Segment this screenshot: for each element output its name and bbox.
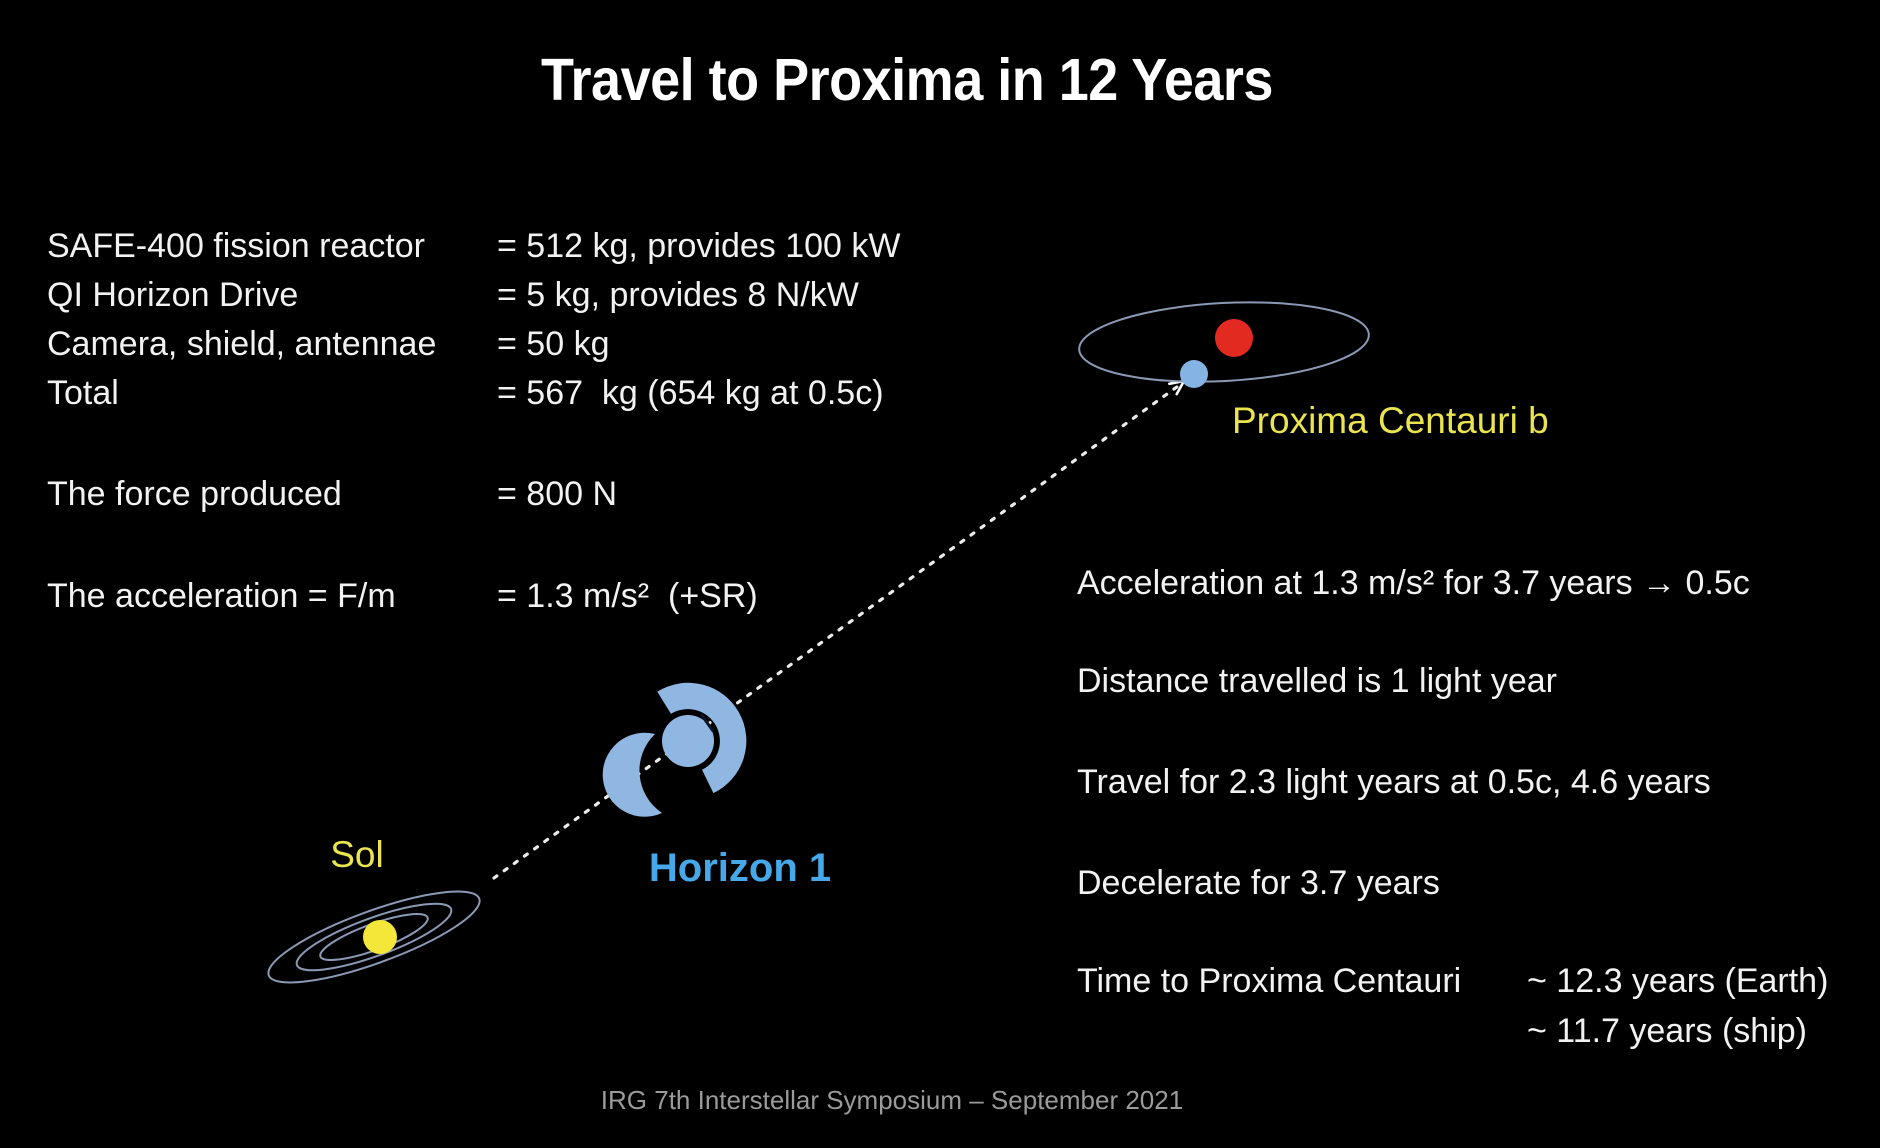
spec-row-force: The force produced = 800 N bbox=[0, 475, 1050, 519]
slide-title: Travel to Proxima in 12 Years bbox=[541, 47, 1273, 114]
spec-label: Total bbox=[47, 374, 119, 412]
horizon-spacecraft-icon bbox=[602, 682, 747, 817]
spec-value: = 800 N bbox=[497, 475, 618, 513]
horizon-ship-label: Horizon 1 bbox=[648, 846, 832, 890]
time-to-proxima-label: Time to Proxima Centauri bbox=[1077, 962, 1462, 1000]
spec-label: QI Horizon Drive bbox=[47, 276, 299, 314]
spec-row-drive: QI Horizon Drive = 5 kg, provides 8 N/kW bbox=[0, 276, 1050, 320]
sol-system-icon bbox=[267, 890, 481, 984]
time-earth-value: ~ 12.3 years (Earth) bbox=[1527, 962, 1829, 1000]
proxima-centauri-b-label: Proxima Centauri b bbox=[1232, 400, 1549, 441]
spec-row-total: Total = 567 kg (654 kg at 0.5c) bbox=[0, 374, 1050, 418]
sol-label: Sol bbox=[330, 834, 384, 875]
spec-label: SAFE-400 fission reactor bbox=[47, 227, 425, 265]
mission-line-decelerate: Decelerate for 3.7 years bbox=[1077, 864, 1440, 902]
spec-row-reactor: SAFE-400 fission reactor = 512 kg, provi… bbox=[0, 227, 1050, 271]
mission-line-distance: Distance travelled is 1 light year bbox=[1077, 662, 1558, 700]
sol-orbit-middle bbox=[295, 902, 453, 972]
proxima-system-icon bbox=[1078, 301, 1370, 388]
spec-label: The acceleration = F/m bbox=[47, 577, 396, 615]
spec-label: The force produced bbox=[47, 475, 342, 513]
spec-value: = 50 kg bbox=[497, 325, 610, 363]
spec-value: = 1.3 m/s² (+SR) bbox=[497, 577, 758, 615]
spacecraft-hub bbox=[662, 715, 714, 767]
sol-orbit-outer bbox=[267, 890, 481, 984]
proxima-orbit bbox=[1078, 301, 1370, 383]
spec-value: = 5 kg, provides 8 N/kW bbox=[497, 276, 859, 314]
proxima-planet-icon bbox=[1180, 360, 1208, 388]
spec-label: Camera, shield, antennae bbox=[47, 325, 437, 363]
mission-line-acceleration: Acceleration at 1.3 m/s² for 3.7 years →… bbox=[1077, 564, 1750, 602]
time-ship-value: ~ 11.7 years (ship) bbox=[1527, 1012, 1808, 1050]
sun-icon bbox=[363, 920, 397, 954]
spacecraft-ring bbox=[657, 682, 747, 794]
proxima-star-icon bbox=[1215, 319, 1253, 357]
mission-line-travel: Travel for 2.3 light years at 0.5c, 4.6 … bbox=[1077, 763, 1711, 801]
spacecraft-hub-slit bbox=[699, 713, 715, 732]
spec-row-acceleration: The acceleration = F/m = 1.3 m/s² (+SR) bbox=[0, 577, 1050, 621]
spec-value: = 567 kg (654 kg at 0.5c) bbox=[497, 374, 884, 412]
footer-credit: IRG 7th Interstellar Symposium – Septemb… bbox=[600, 1085, 1184, 1115]
trajectory-dotted-line bbox=[492, 382, 1183, 880]
spacecraft-crescent bbox=[602, 732, 662, 817]
spec-row-payload: Camera, shield, antennae = 50 kg bbox=[0, 325, 1050, 369]
spec-value: = 512 kg, provides 100 kW bbox=[497, 227, 901, 265]
